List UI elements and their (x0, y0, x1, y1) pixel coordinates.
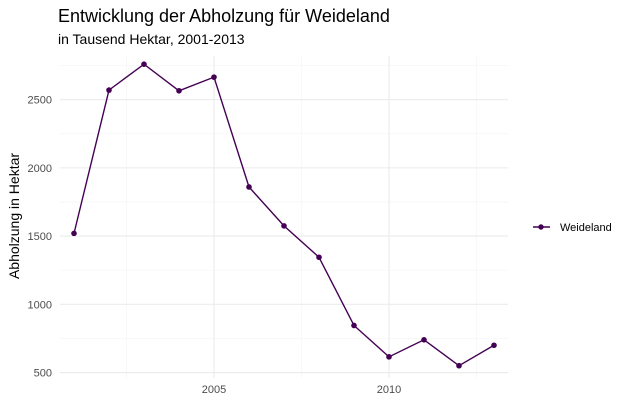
data-point-2009 (351, 322, 357, 329)
data-point-2006 (246, 184, 252, 190)
x-tick-labels: 2005 2010 (202, 384, 401, 396)
data-point-2011 (421, 336, 427, 343)
y-tick-label: 2000 (28, 163, 52, 175)
grid (60, 56, 508, 378)
y-tick-label: 500 (34, 368, 52, 380)
data-point-2007 (281, 223, 287, 229)
chart-title: Entwicklung der Abholzung für Weideland (58, 6, 390, 26)
legend-label-weideland: Weideland (560, 222, 612, 234)
data-point-2012 (456, 362, 462, 369)
y-tick-label: 2500 (28, 95, 52, 107)
legend-key-point (538, 224, 544, 230)
legend: Weideland (533, 222, 612, 234)
data-point-2003 (141, 61, 147, 67)
y-tick-label: 1500 (28, 231, 52, 243)
data-point-2001 (71, 230, 77, 237)
data-point-2010 (386, 354, 392, 360)
x-tick-label: 2010 (377, 384, 401, 396)
series-line-weideland (73, 63, 495, 367)
y-tick-label: 1000 (28, 299, 52, 311)
data-point-2002 (106, 87, 112, 93)
chart-subtitle: in Tausend Hektar, 2001-2013 (58, 31, 245, 47)
y-axis-label: Abholzung in Hektar (6, 153, 22, 279)
data-point-2005 (211, 74, 217, 80)
data-point-2008 (316, 254, 322, 261)
data-point-2013 (491, 342, 497, 349)
data-point-2004 (176, 87, 182, 94)
y-tick-labels: 500 1000 1500 2000 2500 (28, 95, 52, 380)
series-weideland (71, 61, 497, 369)
x-tick-label: 2005 (202, 384, 226, 396)
